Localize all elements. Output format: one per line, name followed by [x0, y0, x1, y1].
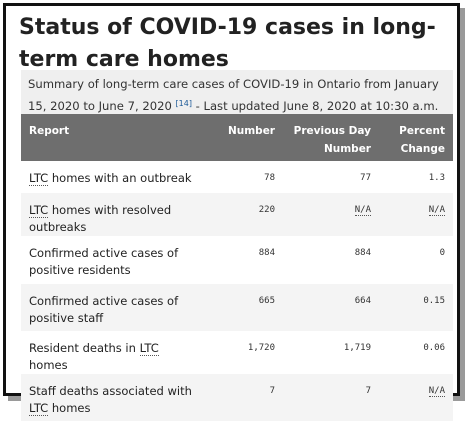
page-title: Status of COVID-19 cases in long-term ca…	[19, 15, 436, 72]
table-row: Confirmed active cases of positive resid…	[21, 236, 453, 284]
cell-number: 7	[269, 386, 275, 396]
table-row: Resident deaths in LTC homes 1,720 1,719 0.…	[21, 331, 453, 374]
cell-number: 884	[258, 248, 275, 258]
ltc-abbreviation: LTC	[29, 171, 49, 186]
last-updated: - Last updated June 8, 2020 at 10:30 a.m…	[191, 99, 439, 113]
cell-number: 220	[258, 205, 275, 215]
cell-percent-change: N/A	[428, 205, 445, 216]
table-row: Staff deaths associated with LTC homes 7 7…	[21, 374, 453, 421]
table-header-row: Report Number Previous Day Number Percent…	[21, 114, 453, 161]
cell-previous-day: N/A	[354, 205, 371, 216]
cell-percent-change: N/A	[428, 386, 445, 397]
cell-percent-change: 0.06	[423, 343, 445, 353]
row-label: Confirmed active cases of positive staff	[29, 294, 179, 325]
cell-number: 665	[258, 296, 275, 306]
table-row: LTC homes with resolved outbreaks 220 N/A N…	[21, 193, 453, 236]
table-row: Confirmed active cases of positive staff…	[21, 284, 453, 331]
row-label: Confirmed active cases of positive resid…	[29, 246, 179, 277]
ltc-status-table: Report Number Previous Day Number Percent…	[21, 114, 453, 421]
ltc-abbreviation: LTC	[29, 401, 49, 416]
table-row: LTC homes with an outbreak 78 77 1.3	[21, 161, 453, 193]
cell-percent-change: 0	[439, 248, 445, 258]
row-label: LTC homes with an outbreak	[29, 171, 192, 186]
cell-previous-day: 77	[360, 173, 371, 183]
cell-number: 1,720	[247, 343, 275, 353]
reference-link[interactable]: [14]	[175, 99, 192, 108]
cell-previous-day: 7	[365, 386, 371, 396]
screenshot-frame: Status of COVID-19 cases in long-term ca…	[3, 3, 460, 421]
header-percent-change: Percent Change	[399, 125, 445, 155]
header-report: Report	[29, 125, 70, 137]
header-previous-day-number: Previous Day Number	[293, 125, 371, 155]
row-label: Resident deaths in LTC homes	[29, 341, 159, 372]
cell-percent-change: 0.15	[423, 296, 445, 306]
cell-previous-day: 664	[354, 296, 371, 306]
cell-number: 78	[264, 173, 275, 183]
row-label: LTC homes with resolved outbreaks	[29, 203, 172, 234]
cell-percent-change: 1.3	[428, 173, 445, 183]
header-number: Number	[227, 125, 275, 137]
caption-text: Summary of long-term care cases of COVID…	[28, 77, 439, 113]
cell-previous-day: 884	[354, 248, 371, 258]
cell-previous-day: 1,719	[343, 343, 371, 353]
ltc-abbreviation: LTC	[139, 341, 159, 356]
table-caption: Summary of long-term care cases of COVID…	[21, 70, 453, 114]
ltc-abbreviation: LTC	[29, 203, 49, 218]
row-label: Staff deaths associated with LTC homes	[29, 384, 192, 416]
